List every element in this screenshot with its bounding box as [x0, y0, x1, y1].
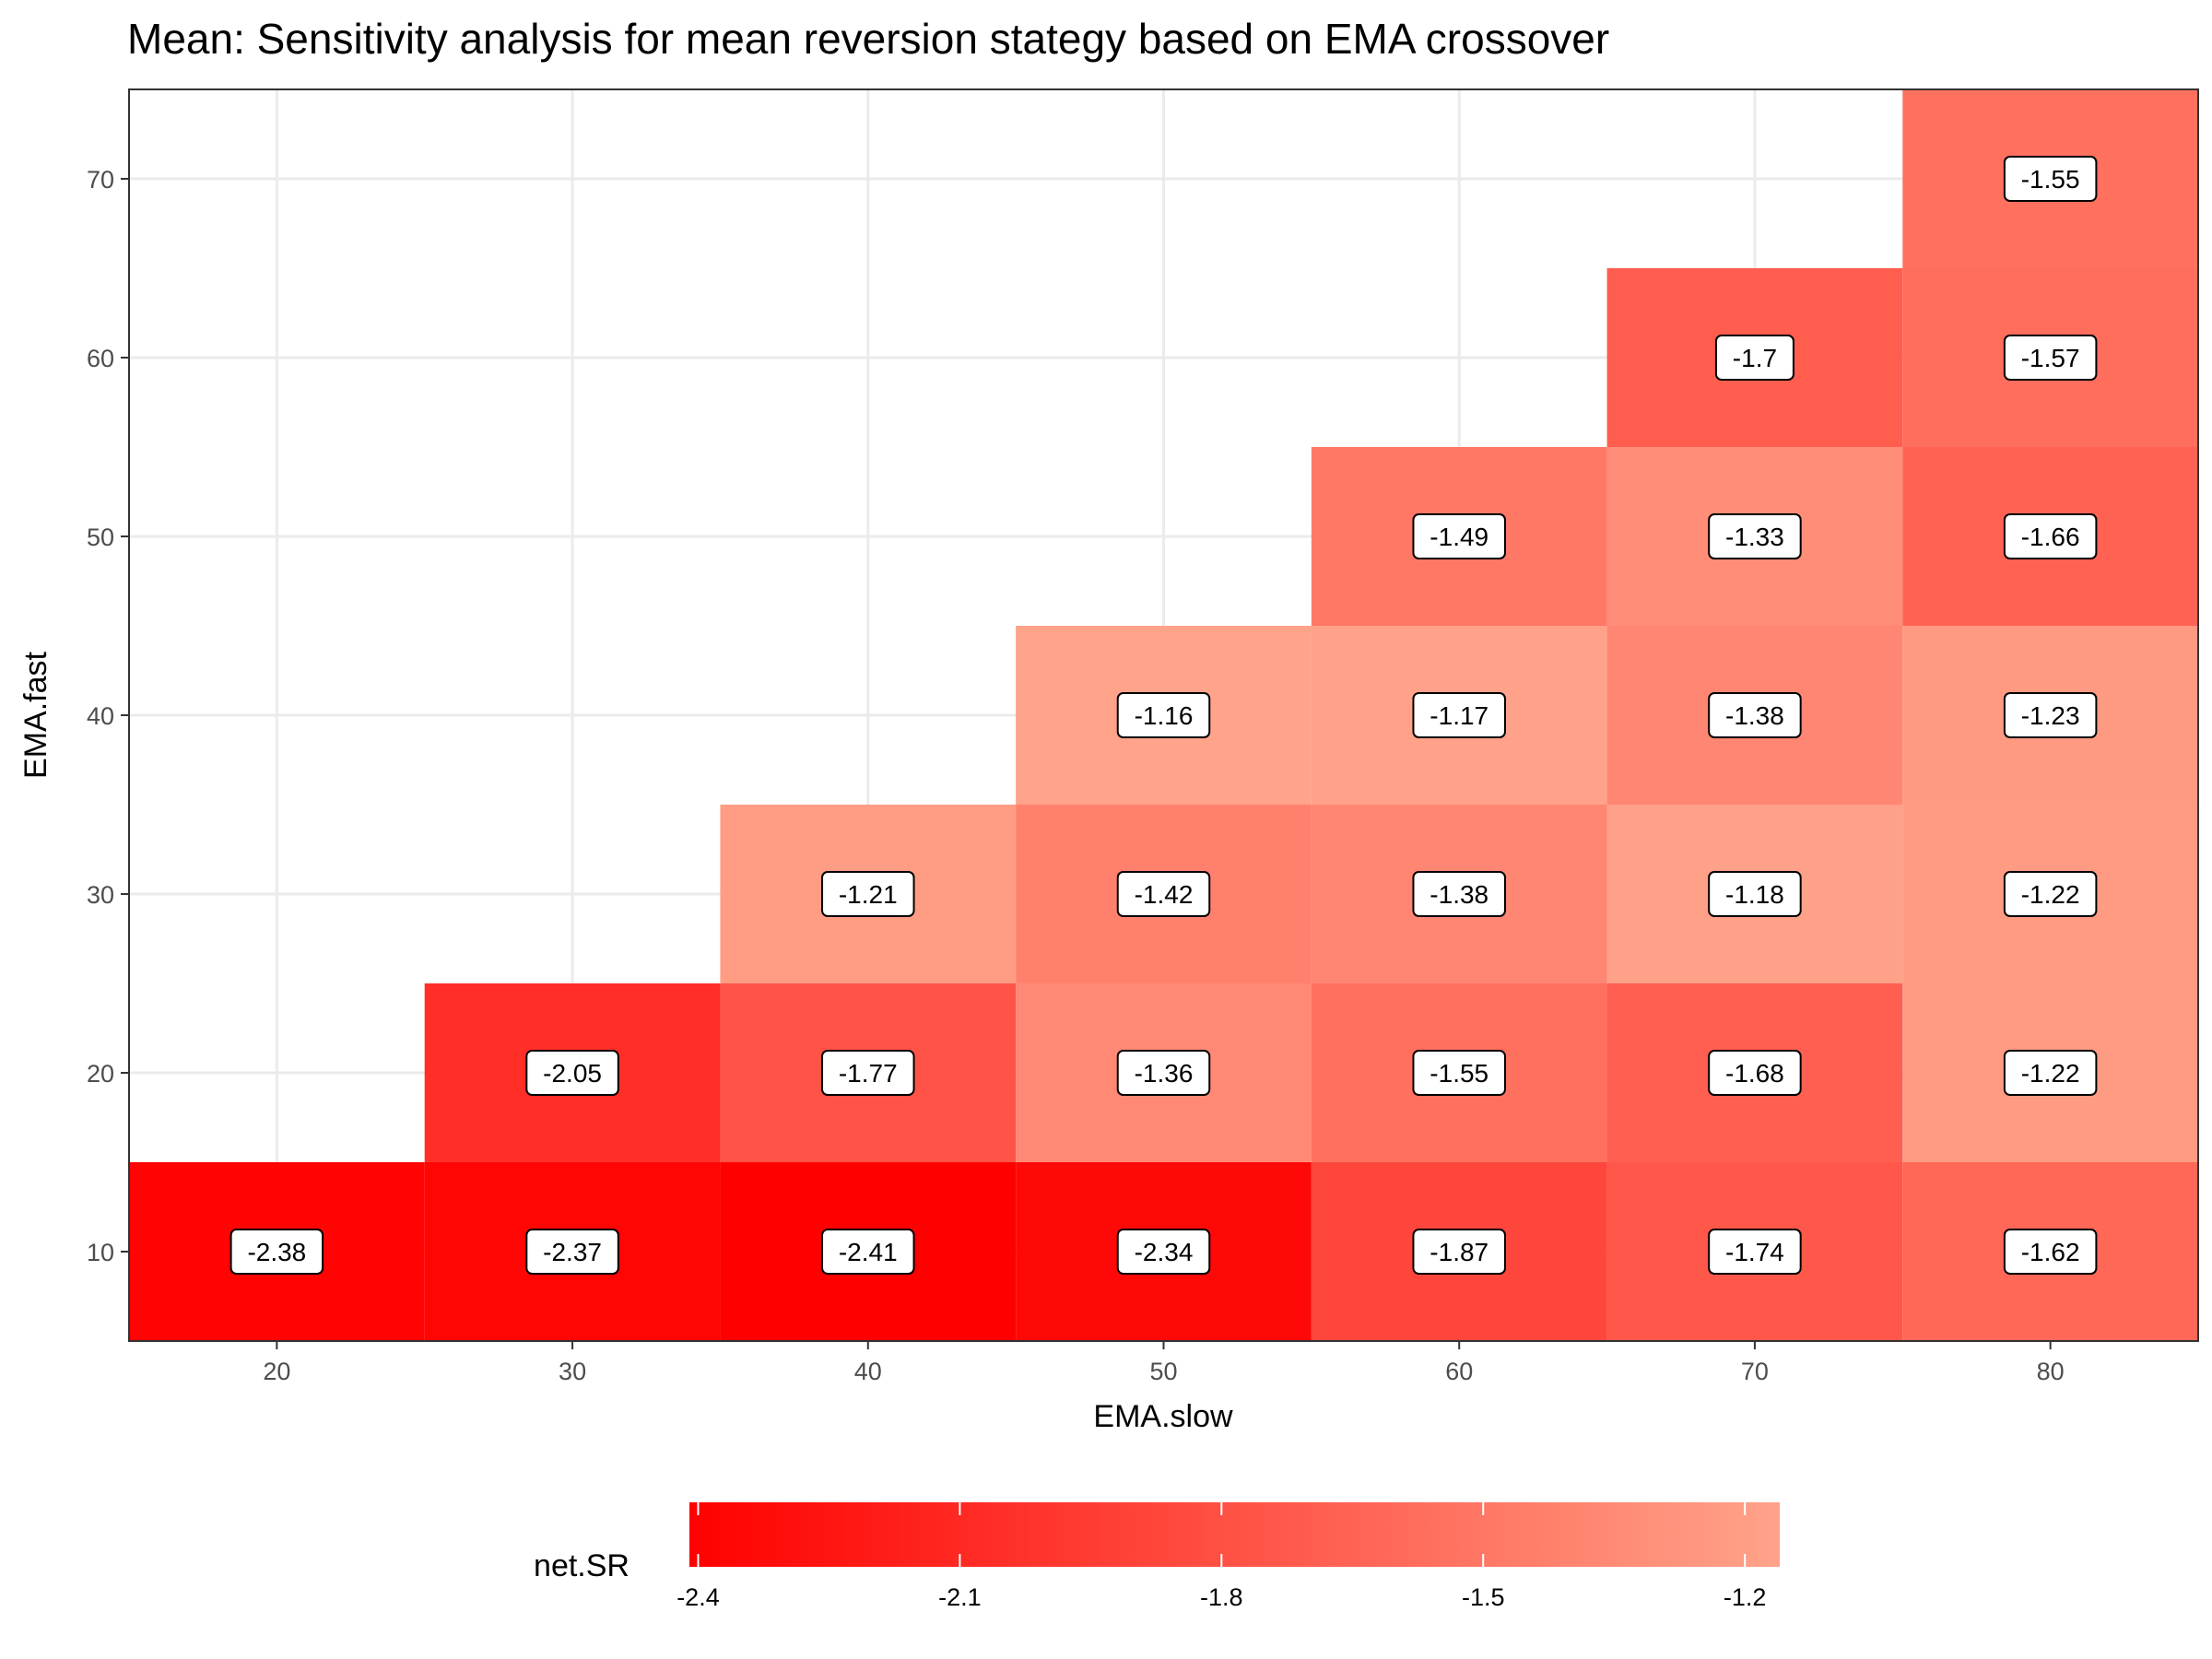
x-axis-ticks: 20 30 40 50 60 70 80 — [263, 1341, 2065, 1385]
legend-tick-label: -1.5 — [1462, 1583, 1505, 1611]
cell-value-label: -1.42 — [1135, 880, 1194, 909]
cell-label-box — [1116, 1050, 1211, 1096]
cell-label-box — [1412, 513, 1506, 559]
cell-value-label: -2.41 — [839, 1238, 898, 1266]
cell-label-box — [1714, 335, 1794, 381]
cell-value-label: -1.18 — [1725, 880, 1784, 909]
y-axis-title: EMA.fast — [18, 651, 53, 778]
cell-value-label: -1.62 — [2021, 1238, 2080, 1266]
cell-label-box — [2003, 513, 2098, 559]
cell-value-label: -2.34 — [1135, 1238, 1194, 1266]
x-tick-label: 70 — [1741, 1358, 1769, 1385]
x-tick-label: 50 — [1149, 1358, 1177, 1385]
cell-label-box — [1708, 1229, 1802, 1275]
legend-tick-label: -2.4 — [677, 1583, 720, 1611]
cell-value-label: -1.38 — [1725, 701, 1784, 730]
legend-tick-label: -1.2 — [1724, 1583, 1767, 1611]
cell-label-box — [821, 1050, 915, 1096]
cell-label-box — [1116, 692, 1211, 738]
y-tick-label: 30 — [87, 881, 114, 909]
cell-label-box — [1412, 1229, 1506, 1275]
cell-value-label: -1.33 — [1725, 523, 1784, 551]
x-tick-label: 60 — [1445, 1358, 1473, 1385]
cell-label-box — [1412, 871, 1506, 917]
cell-label-box — [1412, 692, 1506, 738]
legend-ticks: -2.4 -2.1 -1.8 -1.5 -1.2 — [677, 1502, 1766, 1611]
y-tick-label: 60 — [87, 345, 114, 372]
cell-value-label: -1.74 — [1725, 1238, 1784, 1266]
cell-label-box — [821, 1229, 915, 1275]
cell-value-label: -1.68 — [1725, 1059, 1784, 1088]
chart-title: Mean: Sensitivity analysis for mean reve… — [127, 15, 1609, 63]
y-tick-label: 10 — [87, 1239, 114, 1266]
cell-value-label: -1.77 — [839, 1059, 898, 1088]
cell-label-box — [1116, 871, 1211, 917]
cell-value-label: -1.38 — [1430, 880, 1488, 909]
cell-value-label: -1.57 — [2021, 344, 2080, 372]
x-tick-label: 80 — [2037, 1358, 2065, 1385]
cell-value-label: -1.22 — [2021, 880, 2080, 909]
cell-value-label: -1.36 — [1135, 1059, 1194, 1088]
cell-labels: -2.38 -2.37 -2.41 -2.34 -1.87 -1.74 -1.62 -2.05… — [229, 156, 2098, 1275]
cell-value-label: -1.55 — [2021, 165, 2080, 194]
cell-value-label: -1.66 — [2021, 523, 2080, 551]
cell-label-box — [2003, 692, 2098, 738]
cell-value-label: -1.7 — [1733, 344, 1777, 372]
x-axis-title: EMA.slow — [1093, 1399, 1233, 1434]
cell-label-box — [525, 1229, 619, 1275]
legend-colorbar — [689, 1502, 1780, 1567]
cell-label-box — [821, 871, 915, 917]
cell-value-label: -1.49 — [1430, 523, 1488, 551]
cell-label-box — [1116, 1229, 1211, 1275]
cell-label-box — [2003, 1229, 2098, 1275]
cell-value-label: -1.23 — [2021, 701, 2080, 730]
cell-label-box — [2003, 335, 2098, 381]
legend-tick-label: -1.8 — [1200, 1583, 1243, 1611]
cell-label-box — [2003, 156, 2098, 202]
cell-label-box — [525, 1050, 619, 1096]
color-legend: net.SR -2.4 -2.1 -1.8 -1.5 -1.2 — [534, 1502, 1780, 1611]
cell-label-box — [1412, 1050, 1506, 1096]
cell-label-box — [229, 1229, 324, 1275]
cell-label-box — [2003, 1050, 2098, 1096]
y-tick-label: 40 — [87, 702, 114, 730]
cell-value-label: -1.16 — [1135, 701, 1194, 730]
cell-value-label: -2.05 — [543, 1059, 602, 1088]
cell-value-label: -2.37 — [543, 1238, 602, 1266]
legend-title: net.SR — [534, 1548, 629, 1583]
x-tick-label: 30 — [559, 1358, 586, 1385]
cell-value-label: -1.55 — [1430, 1059, 1488, 1088]
x-tick-label: 40 — [854, 1358, 882, 1385]
cell-value-label: -1.17 — [1430, 701, 1488, 730]
cell-value-label: -1.87 — [1430, 1238, 1488, 1266]
cell-value-label: -1.21 — [839, 880, 898, 909]
cell-label-box — [2003, 871, 2098, 917]
cell-label-box — [1708, 1050, 1802, 1096]
x-tick-label: 20 — [263, 1358, 290, 1385]
cell-label-box — [1708, 692, 1802, 738]
y-tick-label: 70 — [87, 166, 114, 194]
y-axis-ticks: 10 20 30 40 50 60 70 — [87, 166, 129, 1266]
cell-label-box — [1708, 513, 1802, 559]
cell-label-box — [1708, 871, 1802, 917]
y-tick-label: 50 — [87, 524, 114, 551]
legend-tick-label: -2.1 — [938, 1583, 982, 1611]
cell-value-label: -1.22 — [2021, 1059, 2080, 1088]
y-tick-label: 20 — [87, 1060, 114, 1088]
cell-value-label: -2.38 — [247, 1238, 306, 1266]
